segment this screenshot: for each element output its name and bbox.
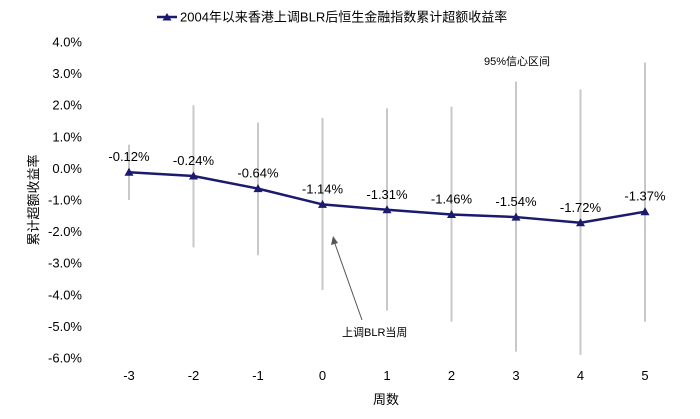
x-tick-label: -1 xyxy=(252,368,264,383)
data-label: -1.46% xyxy=(431,192,473,207)
annotation-confidence-interval: 95%信心区间 xyxy=(484,55,550,68)
data-point xyxy=(640,207,650,216)
data-label: -0.12% xyxy=(108,149,150,164)
y-tick-label: -6.0% xyxy=(48,351,82,366)
data-label: -1.54% xyxy=(495,194,537,209)
x-tick-label: 5 xyxy=(641,368,648,383)
data-point xyxy=(189,171,198,180)
annotation-confidence-text: 95%信心区间 xyxy=(484,55,550,68)
data-point xyxy=(511,212,521,221)
x-axis-title: 周数 xyxy=(373,392,399,407)
data-labels: -0.12% -0.24% -0.64% -1.14% -1.31% -1.46% -1.5… xyxy=(108,149,666,215)
y-tick-label: -4.0% xyxy=(48,287,82,302)
chart-title: 2004年以来香港上调BLR后恒生金融指数累计超额收益率 xyxy=(180,10,507,25)
series-markers xyxy=(124,167,650,227)
annotation-arrow-line xyxy=(333,240,363,321)
y-tick-label: 3.0% xyxy=(52,66,82,81)
x-tick-label: 3 xyxy=(512,368,519,383)
data-point xyxy=(318,199,327,208)
data-point xyxy=(447,210,456,219)
annotation-blr-text: 上调BLR当周 xyxy=(342,325,407,339)
data-point xyxy=(253,184,263,193)
data-label: -1.31% xyxy=(366,187,408,202)
data-label: -0.24% xyxy=(173,153,215,168)
data-label: -1.37% xyxy=(624,189,666,204)
x-tick-label: 4 xyxy=(577,368,584,383)
y-tick-label: 1.0% xyxy=(52,129,82,144)
x-tick-label: 0 xyxy=(319,368,326,383)
y-axis: 4.0% 3.0% 2.0% 1.0% 0.0% -1.0% -2.0% -3.0% -4.0%… xyxy=(48,35,82,366)
data-label: -0.64% xyxy=(237,166,279,181)
data-label: -1.14% xyxy=(302,181,344,196)
x-axis: -3 -2 -1 0 1 2 3 4 5 xyxy=(123,368,648,383)
y-tick-label: 2.0% xyxy=(52,98,82,113)
data-point xyxy=(576,218,585,227)
y-tick-label: -3.0% xyxy=(48,256,82,271)
data-point xyxy=(382,205,392,214)
annotation-arrow-head xyxy=(331,236,338,245)
y-tick-label: 0.0% xyxy=(52,161,82,176)
x-tick-label: 1 xyxy=(383,368,390,383)
y-tick-label: -5.0% xyxy=(48,319,82,334)
x-tick-label: 2 xyxy=(448,368,455,383)
data-point xyxy=(124,167,134,176)
x-tick-label: -3 xyxy=(123,368,135,383)
y-axis-title: 累计超额收益率 xyxy=(26,154,41,245)
x-tick-label: -2 xyxy=(188,368,200,383)
chart-legend: 2004年以来香港上调BLR后恒生金融指数累计超额收益率 xyxy=(157,10,507,25)
data-label: -1.72% xyxy=(560,200,602,215)
y-tick-label: 4.0% xyxy=(52,35,82,50)
legend-marker-triangle xyxy=(162,13,172,21)
y-tick-label: -2.0% xyxy=(48,224,82,239)
annotation-blr-week: 上调BLR当周 xyxy=(331,236,407,339)
y-tick-label: -1.0% xyxy=(48,193,82,208)
